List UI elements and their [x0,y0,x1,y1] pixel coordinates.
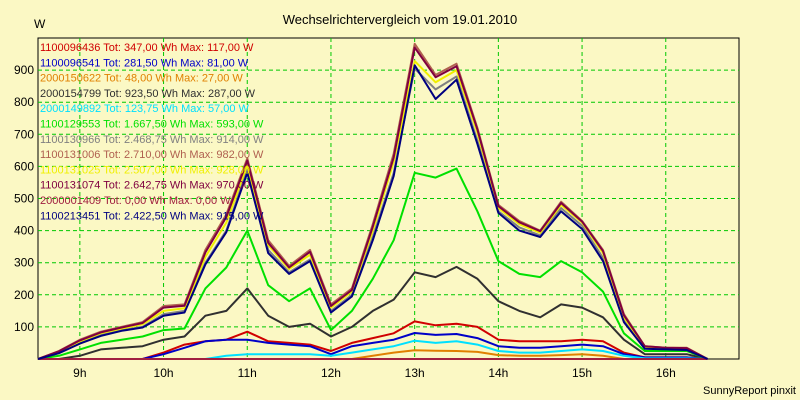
legend-entry: 1100131025 Tot: 2.507,00 Wh Max: 928,00 … [40,164,264,176]
legend-entry: 1100096436 Tot: 347,00 Wh Max: 117,00 W [40,42,254,54]
legend-entry: 1100129553 Tot: 1.667,50 Wh Max: 593,00 … [40,119,264,131]
series-line-1100096541 [38,332,708,360]
x-tick-label: 14h [488,366,508,380]
y-tick-label: 700 [14,127,34,141]
series-line-1100213451 [37,64,708,360]
y-axis-label: W [34,17,46,31]
legend-entry: 2000150622 Tot: 48,00 Wh Max: 27,00 W [40,73,243,85]
y-tick-label: 800 [14,95,34,109]
y-tick-label: 600 [14,159,34,173]
y-tick-label: 100 [14,320,34,334]
legend-entry: 2000001409 Tot: 0,00 Wh Max: 0,00 W [40,195,231,207]
legend-entry: 2000149892 Tot: 123,75 Wh Max: 57,00 W [40,103,250,115]
legend-entry: 2000154799 Tot: 923,50 Wh Max: 287,00 W [40,88,256,100]
x-tick-label: 11h [238,366,257,380]
legend-entry: 1100096541 Tot: 281,50 Wh Max: 81,00 W [40,57,249,69]
y-tick-label: 200 [14,288,34,302]
x-tick-label: 15h [572,366,592,380]
x-tick-label: 12h [321,366,341,380]
chart-title: Wechselrichtervergleich vom 19.01.2010 [283,12,518,27]
series-line-1100131074 [37,46,709,360]
legend-entry: 1100213451 Tot: 2.422,50 Wh Max: 915,00 … [40,210,264,222]
x-tick-label: 9h [73,366,86,380]
x-tick-label: 16h [656,366,676,380]
legend: 1100096436 Tot: 347,00 Wh Max: 117,00 W 1… [40,42,264,222]
series-line-1100129553 [37,167,708,360]
series-line-2000154799 [38,265,708,360]
y-tick-label: 400 [14,224,34,238]
y-tick-label: 900 [14,63,34,77]
y-tick-label: 300 [14,256,34,270]
x-tick-label: 10h [154,366,174,380]
x-tick-label: 13h [405,366,425,380]
legend-entry: 1100130966 Tot: 2.468,75 Wh Max: 914,00 … [40,134,264,146]
series-lines [37,42,709,360]
legend-entry: 1100131074 Tot: 2.642,75 Wh Max: 970,00 … [40,180,264,192]
axis-ticks: 100 200 300 400 500 600 700 800 900 9h 10h 11h 12h 13… [14,63,676,380]
chart-credit: SunnyReport pinxit [703,385,796,397]
legend-entry: 1100131006 Tot: 2.710,00 Wh Max: 982,00 … [40,149,264,161]
y-tick-label: 500 [14,192,34,206]
